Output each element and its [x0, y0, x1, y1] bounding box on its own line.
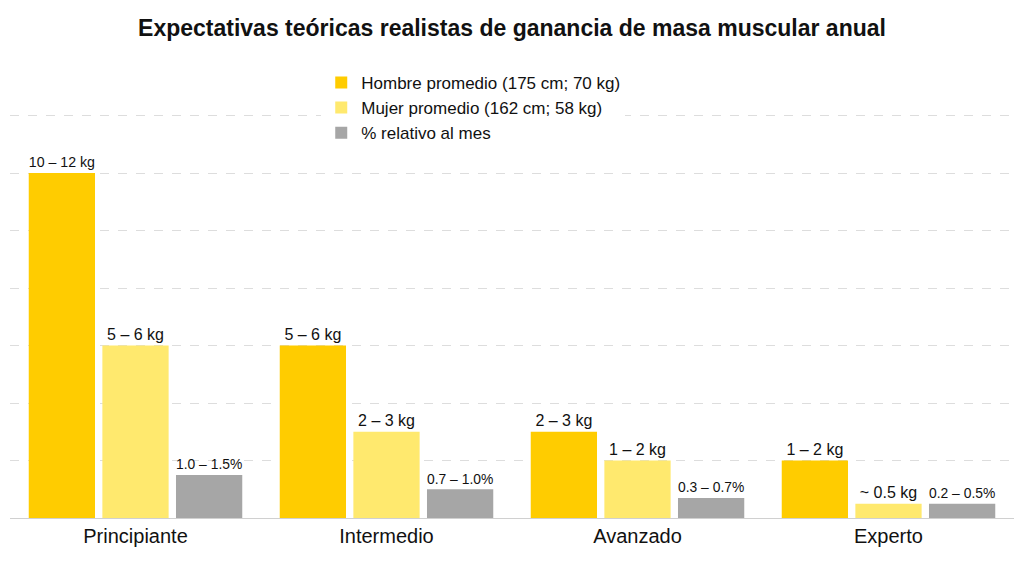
svg-text:Expectativas teóricas realista: Expectativas teóricas realistas de ganan…: [138, 15, 886, 41]
svg-text:Intermedio: Intermedio: [339, 525, 434, 547]
svg-text:Hombre promedio (175 cm; 70 kg: Hombre promedio (175 cm; 70 kg): [361, 74, 620, 93]
svg-text:1.0 – 1.5%: 1.0 – 1.5%: [176, 456, 242, 472]
svg-text:Avanzado: Avanzado: [593, 525, 682, 547]
svg-text:10 – 12 kg: 10 – 12 kg: [29, 154, 95, 170]
svg-text:Experto: Experto: [854, 525, 923, 547]
svg-text:2 – 3 kg: 2 – 3 kg: [535, 412, 592, 429]
svg-text:1 – 2 kg: 1 – 2 kg: [786, 441, 843, 458]
svg-text:5 – 6 kg: 5 – 6 kg: [107, 326, 164, 343]
svg-text:5 – 6 kg: 5 – 6 kg: [284, 326, 341, 343]
svg-text:1 – 2 kg: 1 – 2 kg: [609, 441, 666, 458]
svg-text:0.2 – 0.5%: 0.2 – 0.5%: [929, 485, 995, 501]
svg-text:2 – 3 kg: 2 – 3 kg: [358, 412, 415, 429]
svg-text:~ 0.5 kg: ~ 0.5 kg: [860, 484, 917, 501]
svg-text:Mujer promedio (162 cm; 58 kg): Mujer promedio (162 cm; 58 kg): [361, 99, 602, 118]
svg-text:0.3 – 0.7%: 0.3 – 0.7%: [678, 479, 744, 495]
svg-text:% relativo al mes: % relativo al mes: [361, 124, 490, 143]
svg-text:0.7 – 1.0%: 0.7 – 1.0%: [427, 471, 493, 487]
svg-text:Principiante: Principiante: [83, 525, 188, 547]
